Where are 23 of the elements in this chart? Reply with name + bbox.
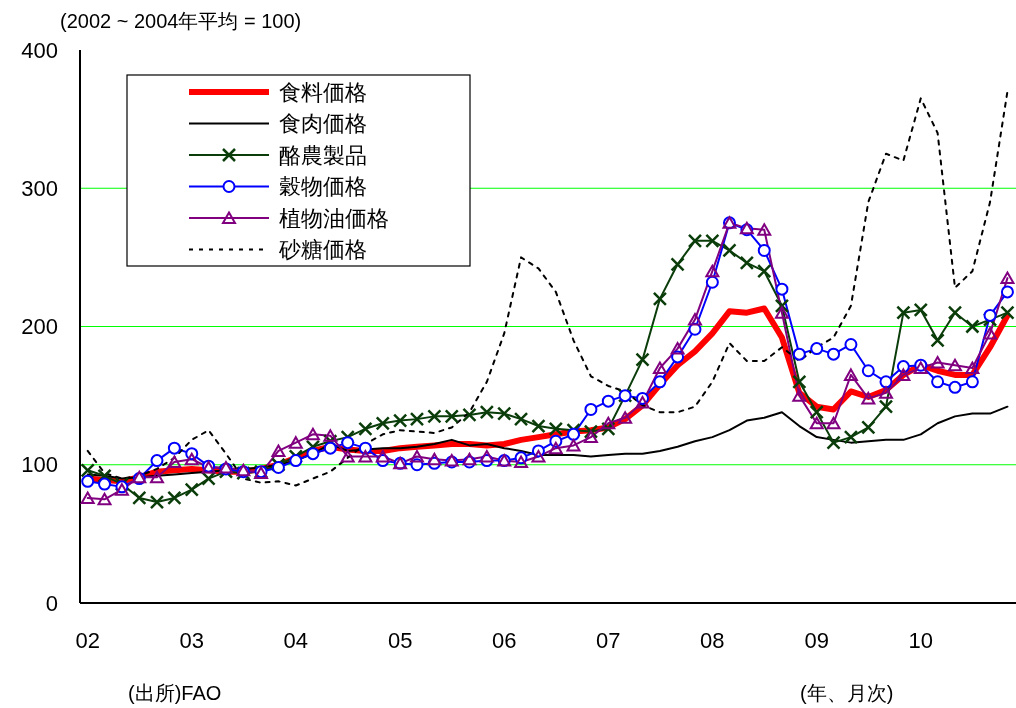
- text: (出所)FAO: [128, 682, 222, 704]
- x-tick-label: 07: [596, 628, 621, 653]
- y-tick-label: 400: [21, 37, 58, 63]
- x-tick-label: 10: [908, 628, 934, 653]
- x-tick-label: 09: [804, 628, 829, 653]
- x-tick-label: 05: [387, 628, 413, 653]
- x-tick-label: 06: [491, 628, 517, 653]
- y-tick-label: 300: [21, 175, 58, 201]
- legend-label: 穀物価格: [279, 174, 367, 200]
- legend-label: 酪農製品: [279, 142, 367, 168]
- x-tick-label: 03: [179, 628, 204, 653]
- y-tick-label: 200: [21, 314, 58, 340]
- legend-label: 砂糖価格: [278, 237, 367, 263]
- x-tick-label: 08: [700, 628, 725, 653]
- legend-label: 食肉価格: [279, 111, 367, 137]
- x-tick-label: 04: [283, 628, 309, 653]
- y-axis-title: (2002 ~ 2004年平均 = 100): [60, 10, 302, 32]
- x-axis-title: (年、月次): [800, 682, 894, 704]
- legend-label: 植物油価格: [279, 205, 389, 231]
- y-tick-label: 100: [21, 452, 58, 478]
- x-tick-label: 02: [75, 628, 100, 653]
- y-tick-label: 0: [45, 590, 58, 616]
- legend-label: 食料価格: [279, 79, 367, 105]
